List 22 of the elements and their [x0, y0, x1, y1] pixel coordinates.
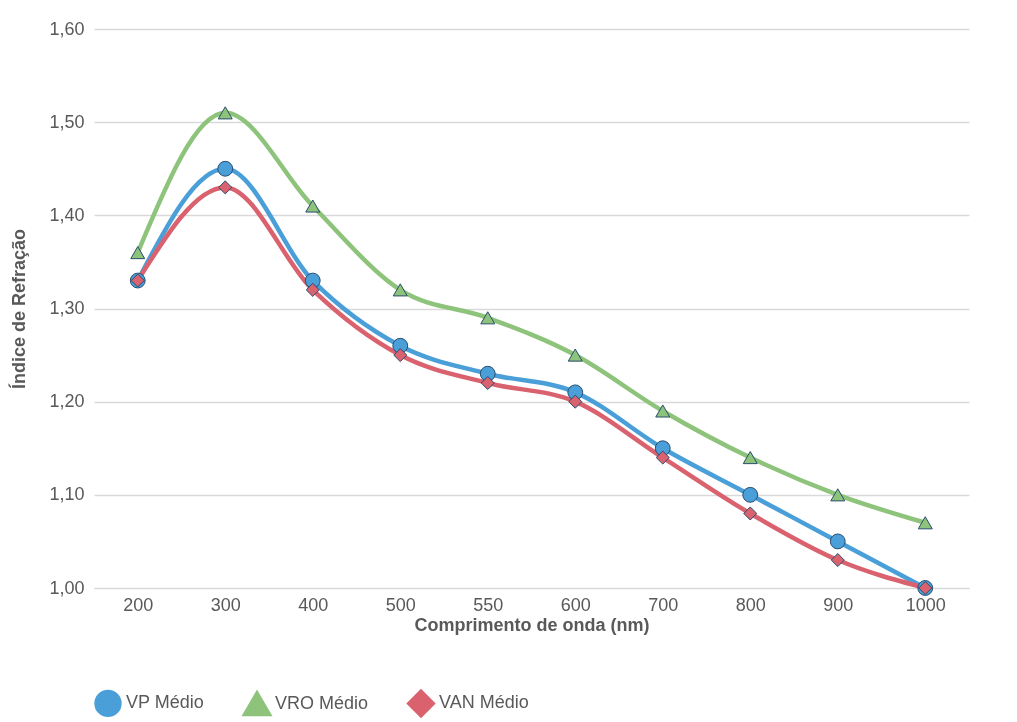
- y-axis-title: Índice de Refração: [8, 228, 30, 390]
- x-tick-label: 500: [385, 594, 416, 615]
- x-tick-label: 300: [210, 594, 241, 615]
- y-tick-label: 1,50: [49, 111, 85, 132]
- y-tick-label: 1,40: [49, 204, 85, 225]
- x-tick-label: 1000: [905, 594, 946, 615]
- y-tick-label: 1,00: [49, 577, 85, 598]
- x-tick-label: 700: [648, 594, 679, 615]
- x-tick-label: 550: [473, 594, 504, 615]
- y-tick-label: 1,10: [49, 484, 85, 505]
- x-axis-title: Comprimento de onda (nm): [414, 614, 650, 635]
- x-tick-label: 800: [735, 594, 766, 615]
- y-tick-label: 1,20: [49, 391, 85, 412]
- x-tick-label: 600: [560, 594, 591, 615]
- legend-label: VAN Médio: [439, 692, 529, 713]
- legend-label: VP Médio: [126, 692, 204, 713]
- y-tick-label: 1,30: [49, 298, 85, 318]
- legend-label: VRO Médio: [275, 693, 369, 714]
- y-tick-label: 1,60: [49, 18, 85, 39]
- x-tick-label: 200: [123, 594, 154, 615]
- x-tick-label: 900: [823, 594, 854, 615]
- x-tick-label: 400: [298, 594, 329, 615]
